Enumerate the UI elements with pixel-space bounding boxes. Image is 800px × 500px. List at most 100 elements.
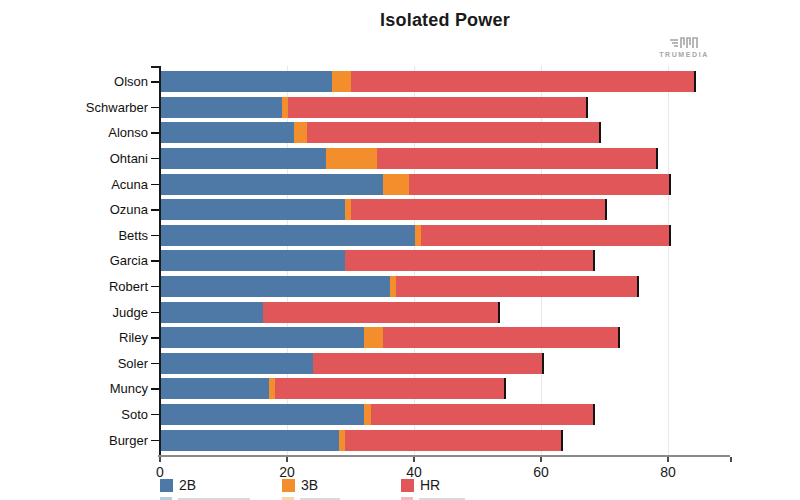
bar-end-marker-acuna xyxy=(669,174,671,195)
bar-end-marker-riley xyxy=(618,327,620,348)
y-tick-alonso xyxy=(151,132,159,134)
bar-segment-2b-schwarber[interactable] xyxy=(161,97,282,118)
y-tick-judge xyxy=(151,312,159,314)
legend-item-2b[interactable]: 2B xyxy=(160,477,196,493)
stacked-bar-ohtani xyxy=(161,148,658,169)
stacked-bar-burger xyxy=(161,430,563,451)
bar-segment-3b-olson[interactable] xyxy=(332,71,351,92)
bar-segment-hr-riley[interactable] xyxy=(383,327,618,348)
bar-segment-3b-alonso[interactable] xyxy=(294,122,307,143)
bar-row-acuna: Acuna xyxy=(0,174,800,195)
row-label-garcia: Garcia xyxy=(0,250,148,271)
row-label-olson: Olson xyxy=(0,71,148,92)
stacked-bar-robert xyxy=(161,276,639,297)
bar-end-marker-betts xyxy=(669,225,671,246)
bar-end-marker-garcia xyxy=(593,250,595,271)
y-tick-betts xyxy=(151,235,159,237)
bar-row-betts: Betts xyxy=(0,225,800,246)
x-tick-60 xyxy=(540,457,542,462)
bar-row-olson: Olson xyxy=(0,71,800,92)
bar-segment-2b-ohtani[interactable] xyxy=(161,148,326,169)
bar-segment-hr-soto[interactable] xyxy=(371,404,593,425)
x-tick-40 xyxy=(413,457,415,462)
bar-segment-hr-alonso[interactable] xyxy=(307,122,599,143)
y-tick-schwarber xyxy=(151,107,159,109)
legend-item-3b[interactable]: 3B xyxy=(282,477,318,493)
bar-segment-hr-judge[interactable] xyxy=(263,302,498,323)
x-tick-end xyxy=(730,457,732,462)
y-axis-end-tick xyxy=(151,66,159,68)
stacked-bar-ozuna xyxy=(161,199,607,220)
bar-segment-2b-betts[interactable] xyxy=(161,225,415,246)
bar-end-marker-soto xyxy=(593,404,595,425)
stacked-bar-betts xyxy=(161,225,671,246)
bar-segment-hr-betts[interactable] xyxy=(421,225,669,246)
stacked-bar-alonso xyxy=(161,122,601,143)
row-label-betts: Betts xyxy=(0,225,148,246)
bar-segment-2b-acuna[interactable] xyxy=(161,174,383,195)
stacked-bar-soler xyxy=(161,353,544,374)
legend-swatch-hr xyxy=(401,479,414,492)
legend-swatch-3b xyxy=(282,479,295,492)
stacked-bar-garcia xyxy=(161,250,595,271)
row-label-alonso: Alonso xyxy=(0,122,148,143)
stacked-bar-riley xyxy=(161,327,620,348)
bar-segment-hr-acuna[interactable] xyxy=(409,174,669,195)
y-tick-muncy xyxy=(151,388,159,390)
bar-segment-2b-burger[interactable] xyxy=(161,430,339,451)
bar-segment-2b-soto[interactable] xyxy=(161,404,364,425)
bar-segment-hr-schwarber[interactable] xyxy=(288,97,586,118)
bar-segment-2b-riley[interactable] xyxy=(161,327,364,348)
bar-segment-hr-ohtani[interactable] xyxy=(377,148,656,169)
bar-segment-hr-olson[interactable] xyxy=(351,71,694,92)
bar-segment-2b-muncy[interactable] xyxy=(161,378,269,399)
x-tick-0 xyxy=(159,457,161,462)
legend: 2B 3B HR xyxy=(0,477,800,493)
legend-label-hr: HR xyxy=(420,477,440,493)
bar-segment-hr-soler[interactable] xyxy=(313,353,542,374)
row-label-riley: Riley xyxy=(0,327,148,348)
stacked-bar-schwarber xyxy=(161,97,588,118)
y-tick-riley xyxy=(151,337,159,339)
bar-end-marker-olson xyxy=(694,71,696,92)
bar-segment-2b-judge[interactable] xyxy=(161,302,263,323)
bar-segment-3b-acuna[interactable] xyxy=(383,174,408,195)
bar-row-ohtani: Ohtani xyxy=(0,148,800,169)
legend-item-hr[interactable]: HR xyxy=(401,477,440,493)
bar-row-burger: Burger xyxy=(0,430,800,451)
bar-row-alonso: Alonso xyxy=(0,122,800,143)
bar-segment-hr-burger[interactable] xyxy=(345,430,561,451)
bar-row-judge: Judge xyxy=(0,302,800,323)
bar-segment-2b-olson[interactable] xyxy=(161,71,332,92)
bar-row-soler: Soler xyxy=(0,353,800,374)
bar-end-marker-judge xyxy=(498,302,500,323)
x-tick-80 xyxy=(667,457,669,462)
row-label-ozuna: Ozuna xyxy=(0,199,148,220)
bar-segment-2b-robert[interactable] xyxy=(161,276,390,297)
bar-end-marker-muncy xyxy=(504,378,506,399)
bar-row-muncy: Muncy xyxy=(0,378,800,399)
bar-segment-3b-riley[interactable] xyxy=(364,327,383,348)
bar-segment-2b-soler[interactable] xyxy=(161,353,313,374)
y-tick-burger xyxy=(151,440,159,442)
y-tick-ohtani xyxy=(151,158,159,160)
bar-end-marker-schwarber xyxy=(586,97,588,118)
bar-row-schwarber: Schwarber xyxy=(0,97,800,118)
bar-segment-3b-ohtani[interactable] xyxy=(326,148,377,169)
bar-row-garcia: Garcia xyxy=(0,250,800,271)
bar-segment-hr-muncy[interactable] xyxy=(275,378,504,399)
bar-row-robert: Robert xyxy=(0,276,800,297)
row-label-muncy: Muncy xyxy=(0,378,148,399)
bar-segment-2b-garcia[interactable] xyxy=(161,250,345,271)
bar-end-marker-burger xyxy=(561,430,563,451)
row-label-soler: Soler xyxy=(0,353,148,374)
bar-segment-2b-alonso[interactable] xyxy=(161,122,294,143)
y-tick-soto xyxy=(151,414,159,416)
bar-segment-2b-ozuna[interactable] xyxy=(161,199,345,220)
bar-segment-hr-ozuna[interactable] xyxy=(351,199,605,220)
bar-segment-hr-robert[interactable] xyxy=(396,276,637,297)
bar-row-ozuna: Ozuna xyxy=(0,199,800,220)
bar-end-marker-robert xyxy=(637,276,639,297)
bar-segment-hr-garcia[interactable] xyxy=(345,250,593,271)
row-label-judge: Judge xyxy=(0,302,148,323)
